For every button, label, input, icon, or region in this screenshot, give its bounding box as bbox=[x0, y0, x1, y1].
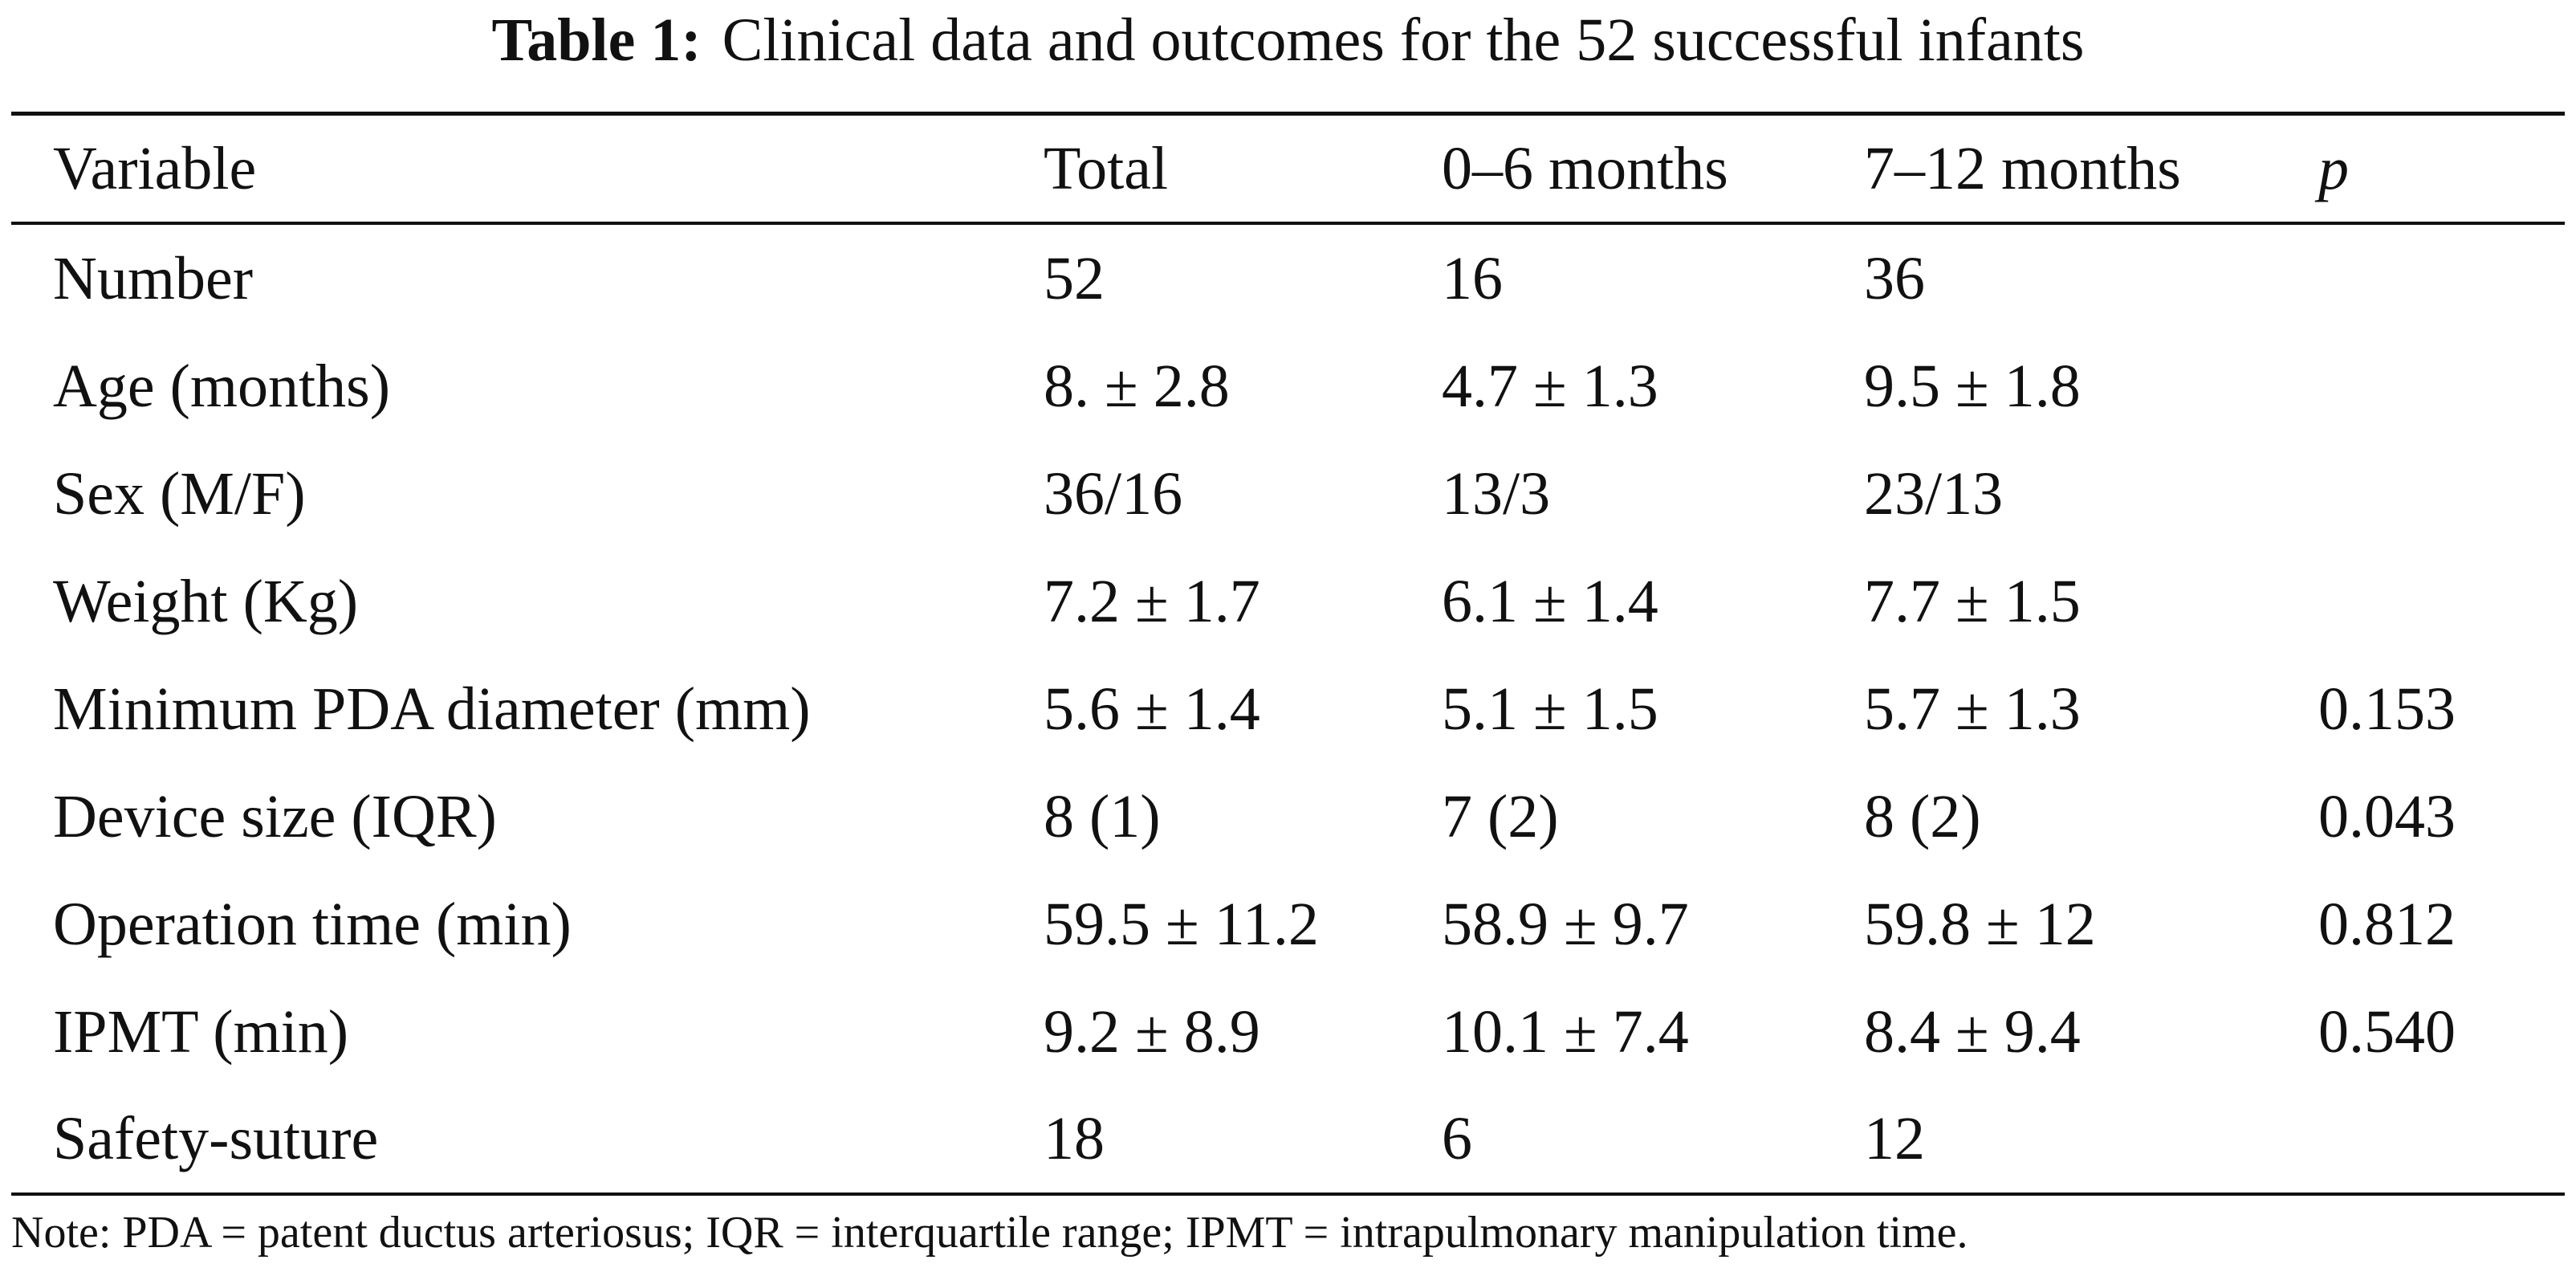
row-7-12-months: 23/13 bbox=[1864, 460, 2004, 528]
row-7-12-months: 59.8 ± 12 bbox=[1864, 891, 2096, 958]
row-0-6-months: 4.7 ± 1.3 bbox=[1442, 353, 1658, 420]
row-total: 52 bbox=[1044, 245, 1105, 312]
row-0-6-months: 7 (2) bbox=[1442, 783, 1559, 850]
row-variable: Age (months) bbox=[53, 353, 391, 420]
column-header-variable: Variable bbox=[53, 135, 257, 202]
row-0-6-months: 58.9 ± 9.7 bbox=[1442, 891, 1689, 958]
column-header-total: Total bbox=[1044, 135, 1169, 202]
row-total: 9.2 ± 8.9 bbox=[1044, 998, 1260, 1066]
table-title-label: Table 1: bbox=[491, 6, 702, 74]
table-title: Table 1: Clinical data and outcomes for t… bbox=[0, 0, 2576, 80]
row-7-12-months: 8 (2) bbox=[1864, 783, 1981, 850]
table-row: Age (months) 8. ± 2.8 4.7 ± 1.3 9.5 ± 1.… bbox=[0, 332, 2576, 440]
column-header-p: p bbox=[2318, 135, 2349, 202]
column-header-7-12-months: 7–12 months bbox=[1864, 135, 2181, 202]
row-variable: Safety-suture bbox=[53, 1105, 379, 1172]
row-total: 7.2 ± 1.7 bbox=[1044, 568, 1260, 635]
table-row: Sex (M/F) 36/16 13/3 23/13 bbox=[0, 440, 2576, 548]
row-p-value: 0.812 bbox=[2318, 891, 2456, 958]
table-header-rule bbox=[11, 222, 2565, 225]
table-title-text: Clinical data and outcomes for the 52 su… bbox=[722, 6, 2085, 74]
row-7-12-months: 7.7 ± 1.5 bbox=[1864, 568, 2081, 635]
column-header-0-6-months: 0–6 months bbox=[1442, 135, 1728, 202]
table-row: Number 52 16 36 bbox=[0, 225, 2576, 332]
row-total: 8. ± 2.8 bbox=[1044, 353, 1230, 420]
table-header-row: Variable Total 0–6 months 7–12 months p bbox=[0, 116, 2576, 222]
row-7-12-months: 8.4 ± 9.4 bbox=[1864, 998, 2081, 1066]
row-total: 59.5 ± 11.2 bbox=[1044, 891, 1319, 958]
row-p-value: 0.043 bbox=[2318, 783, 2456, 850]
row-0-6-months: 5.1 ± 1.5 bbox=[1442, 675, 1658, 743]
row-total: 36/16 bbox=[1044, 460, 1183, 528]
row-total: 5.6 ± 1.4 bbox=[1044, 675, 1260, 743]
table-row: Weight (Kg) 7.2 ± 1.7 6.1 ± 1.4 7.7 ± 1.… bbox=[0, 548, 2576, 655]
table-row: Minimum PDA diameter (mm) 5.6 ± 1.4 5.1 … bbox=[0, 655, 2576, 763]
row-7-12-months: 9.5 ± 1.8 bbox=[1864, 353, 2081, 420]
row-7-12-months: 5.7 ± 1.3 bbox=[1864, 675, 2081, 743]
row-variable: IPMT (min) bbox=[53, 998, 349, 1066]
table-row: IPMT (min) 9.2 ± 8.9 10.1 ± 7.4 8.4 ± 9.… bbox=[0, 978, 2576, 1086]
table-row: Safety-suture 18 6 12 bbox=[0, 1086, 2576, 1192]
table-bottom-rule bbox=[11, 1192, 2565, 1196]
row-0-6-months: 6.1 ± 1.4 bbox=[1442, 568, 1658, 635]
table-footnote: Note: PDA = patent ductus arteriosus; IQ… bbox=[11, 1208, 1968, 1258]
table-row: Device size (IQR) 8 (1) 7 (2) 8 (2) 0.04… bbox=[0, 763, 2576, 870]
row-7-12-months: 12 bbox=[1864, 1105, 1925, 1172]
row-0-6-months: 16 bbox=[1442, 245, 1503, 312]
table-top-rule bbox=[11, 112, 2565, 116]
row-variable: Sex (M/F) bbox=[53, 460, 306, 528]
row-p-value: 0.153 bbox=[2318, 675, 2456, 743]
row-variable: Number bbox=[53, 245, 254, 312]
row-total: 8 (1) bbox=[1044, 783, 1161, 850]
row-variable: Device size (IQR) bbox=[53, 783, 497, 850]
row-p-value: 0.540 bbox=[2318, 998, 2456, 1066]
row-total: 18 bbox=[1044, 1105, 1105, 1172]
row-variable: Weight (Kg) bbox=[53, 568, 359, 635]
row-0-6-months: 10.1 ± 7.4 bbox=[1442, 998, 1689, 1066]
table-row: Operation time (min) 59.5 ± 11.2 58.9 ± … bbox=[0, 870, 2576, 978]
row-variable: Operation time (min) bbox=[53, 891, 572, 958]
row-variable: Minimum PDA diameter (mm) bbox=[53, 675, 811, 743]
row-7-12-months: 36 bbox=[1864, 245, 1925, 312]
row-0-6-months: 13/3 bbox=[1442, 460, 1551, 528]
row-0-6-months: 6 bbox=[1442, 1105, 1472, 1172]
